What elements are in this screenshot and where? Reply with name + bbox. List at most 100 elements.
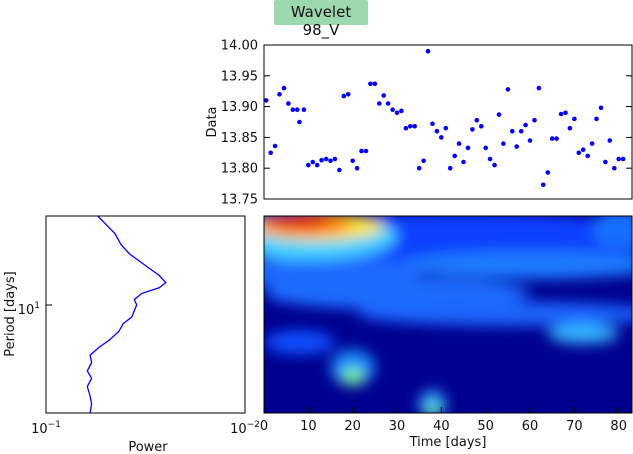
scatter-ytick-label: 13.85: [221, 131, 258, 146]
heatmap-blob: [264, 277, 530, 310]
scatter-point: [594, 116, 599, 122]
scatter-point: [381, 93, 387, 98]
scatter-point: [354, 165, 360, 171]
scatter-point: [603, 159, 608, 165]
scatter-point: [301, 107, 307, 112]
scatter-point: [505, 87, 511, 92]
scatter-axes-frame: [263, 44, 633, 200]
scatter-point: [394, 110, 400, 116]
scatter-point: [290, 107, 296, 112]
scatter-point: [416, 165, 422, 171]
scatter-point: [607, 138, 613, 143]
heatmap-blob: [425, 403, 440, 413]
scatter-point: [518, 128, 524, 134]
scatter-point: [510, 128, 515, 134]
scatter-ytick-label: 13.80: [221, 162, 258, 177]
scatter-point: [341, 93, 347, 99]
power-x-ticks: 10−1 10−2: [31, 407, 260, 437]
scatter-point: [430, 121, 435, 127]
scatter-point: [310, 159, 316, 165]
heatmap-xtick-label: 80: [610, 419, 627, 434]
power-y-label: Period [days]: [3, 271, 18, 357]
scatter-point: [554, 136, 559, 141]
scatter-ytick-label: 14.00: [221, 39, 258, 54]
scatter-point: [598, 105, 604, 111]
scatter-y-ticks: 13.75 13.80 13.85 13.90 13.95 14.00: [221, 39, 632, 208]
scatter-point: [281, 85, 287, 91]
scatter-point: [268, 150, 274, 156]
heatmap-blob: [419, 390, 446, 413]
scatter-point: [328, 158, 333, 164]
heatmap-x-label: Time [days]: [409, 435, 487, 450]
scatter-point: [523, 122, 528, 128]
scatter-point: [350, 158, 356, 164]
scatter-point: [412, 124, 418, 129]
scatter-point: [332, 156, 338, 162]
power-line: [86, 216, 167, 413]
heatmap-blobs: [264, 216, 632, 413]
heatmap-blob: [268, 216, 331, 230]
heatmap-blob: [592, 216, 632, 249]
scatter-point: [580, 147, 586, 152]
scatter-point: [452, 153, 458, 159]
scatter-point: [372, 81, 378, 87]
scatter-ytick-label: 13.90: [221, 100, 258, 115]
power-y-ticks: 101: [18, 301, 52, 318]
scatter-point: [408, 124, 413, 129]
heatmap-axes-frame: [263, 215, 633, 414]
scatter-point: [385, 101, 391, 106]
scatter-ytick-label: 13.75: [221, 193, 258, 208]
scatter-point: [558, 111, 564, 117]
heatmap-xtick-label: 60: [522, 419, 539, 434]
scatter-point: [541, 182, 546, 188]
scatter-point: [479, 124, 484, 129]
heatmap-xtick-label: 30: [389, 419, 406, 434]
scatter-point: [277, 92, 282, 97]
scatter-point: [576, 150, 582, 156]
scatter-point: [572, 116, 577, 122]
heatmap-blob: [547, 323, 619, 344]
scatter-point: [567, 125, 573, 131]
heatmap-xtick-label: 0: [260, 419, 268, 434]
scatter-point: [390, 107, 395, 112]
scatter-point: [314, 162, 320, 168]
scatter-point: [377, 101, 382, 106]
scatter-point: [549, 136, 555, 141]
scatter-y-label: Data: [205, 106, 220, 137]
scatter-point: [319, 157, 324, 163]
scatter-point: [323, 156, 329, 162]
scatter-point: [306, 162, 311, 168]
scatter-ytick-label: 13.95: [221, 69, 258, 84]
heatmap-xtick-label: 40: [433, 419, 450, 434]
heatmap-x-ticks: 0 10 20 30 40 50 60 70 80: [260, 407, 627, 434]
scatter-point: [527, 138, 533, 143]
scatter-point: [612, 165, 617, 171]
scatter-point: [470, 127, 475, 132]
scatter-point: [399, 108, 404, 114]
scatter-point: [345, 92, 351, 97]
scatter-point: [272, 143, 278, 149]
scatter-point: [264, 98, 269, 103]
scatter-point: [297, 119, 302, 125]
scatter-point: [620, 156, 626, 162]
heatmap-xtick-label: 10: [300, 419, 317, 434]
power-x-label: Power: [128, 440, 168, 454]
scatter-point: [425, 48, 431, 54]
scatter-point: [443, 125, 449, 131]
scatter-point: [532, 117, 537, 123]
power-xtick-label-0: 10−1: [31, 420, 61, 437]
scatter-point: [403, 125, 409, 131]
scatter-points: [264, 48, 626, 188]
scatter-point: [465, 145, 471, 151]
scatter-point: [589, 141, 595, 146]
heatmap-blob: [357, 301, 632, 326]
heatmap-xtick-label: 50: [477, 419, 494, 434]
scatter-point: [514, 144, 519, 149]
chart-title: Wavelet 98_V: [290, 3, 352, 39]
scatter-point: [434, 128, 440, 134]
scatter-point: [286, 101, 291, 106]
scatter-point: [368, 81, 373, 87]
scatter-point: [447, 165, 453, 171]
scatter-point: [483, 145, 489, 151]
